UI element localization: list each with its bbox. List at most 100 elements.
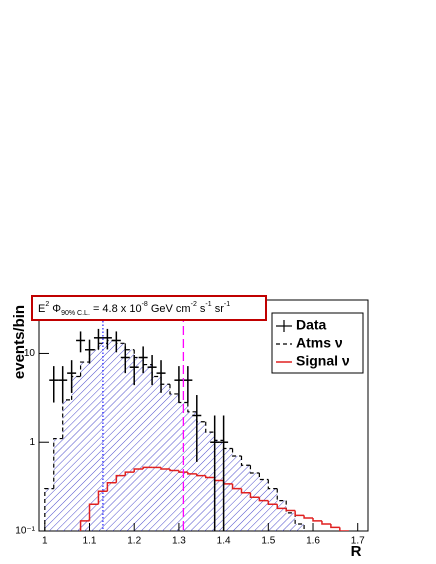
histogram-step bbox=[160, 467, 170, 470]
histogram-bin-fill bbox=[107, 340, 117, 531]
histogram-step bbox=[124, 343, 135, 351]
histogram-step bbox=[240, 488, 251, 494]
histogram-bin-fill bbox=[223, 448, 233, 531]
annotation-part: s bbox=[197, 303, 206, 315]
histogram-bin-fill bbox=[250, 473, 260, 531]
legend: Data Atms ν Signal ν bbox=[271, 312, 364, 374]
histogram-bin-fill bbox=[169, 393, 179, 531]
annotation-part: 2 bbox=[45, 301, 49, 308]
histogram-step bbox=[97, 490, 108, 505]
histogram-bin-fill bbox=[214, 440, 224, 531]
histogram-bin-fill bbox=[134, 357, 144, 531]
histogram-step bbox=[231, 448, 242, 457]
annotation-part: -2 bbox=[191, 301, 197, 308]
histogram-step bbox=[276, 504, 287, 510]
x-tick-label: 1.5 bbox=[261, 536, 275, 547]
histogram-step bbox=[160, 376, 170, 385]
histogram-step bbox=[276, 488, 287, 502]
plot-area bbox=[44, 300, 349, 531]
histogram-step bbox=[169, 468, 179, 472]
histogram-step bbox=[294, 510, 305, 517]
histogram-step bbox=[133, 468, 144, 473]
annotation-part: = 4.8 x 10 bbox=[90, 303, 142, 315]
y-axis-label: events/bin bbox=[11, 305, 28, 379]
annotation-part: E bbox=[38, 303, 45, 315]
histogram-bin-fill bbox=[161, 384, 170, 531]
histogram-step bbox=[214, 432, 224, 441]
histogram-step bbox=[142, 357, 153, 366]
histogram-bin-fill bbox=[295, 523, 305, 531]
histogram-step bbox=[249, 492, 260, 498]
histogram-step bbox=[79, 520, 90, 531]
histogram-step bbox=[115, 474, 126, 483]
legend-label: Signal ν bbox=[296, 353, 350, 369]
annotation: E2 Φ90% C.L. = 4.8 x 10-8 GeV cm-2 s-1 s… bbox=[38, 301, 230, 317]
histogram-bin-fill bbox=[71, 376, 81, 531]
legend-label: Atms ν bbox=[296, 335, 343, 351]
histogram-bin-fill bbox=[125, 349, 135, 531]
histogram-step bbox=[258, 497, 269, 502]
histogram-bin-fill bbox=[268, 488, 278, 531]
histogram-bin-fill bbox=[178, 402, 188, 531]
histogram-bin-fill bbox=[53, 438, 63, 531]
histogram-bin-fill bbox=[116, 343, 126, 531]
histogram-bin-fill bbox=[259, 479, 269, 531]
histogram-step bbox=[53, 437, 63, 489]
histogram-step bbox=[249, 465, 260, 474]
x-axis-label: R bbox=[351, 543, 362, 560]
histogram-step bbox=[339, 527, 349, 531]
histogram-step bbox=[258, 473, 269, 481]
histogram-step bbox=[321, 520, 331, 525]
histogram-step bbox=[124, 471, 135, 476]
histogram-step bbox=[142, 466, 153, 469]
histogram-step bbox=[151, 364, 162, 378]
histogram-step bbox=[285, 508, 296, 512]
histogram-step bbox=[88, 503, 99, 521]
histogram-bin-fill bbox=[205, 432, 215, 531]
histogram-bin-fill bbox=[241, 465, 251, 531]
histogram-step bbox=[79, 361, 90, 377]
annotation-box bbox=[31, 295, 267, 321]
annotation-part: -1 bbox=[224, 301, 230, 308]
histogram-bin-fill bbox=[89, 349, 99, 531]
histogram-step bbox=[133, 349, 144, 359]
legend-label: Data bbox=[296, 317, 327, 333]
histogram-step bbox=[330, 523, 340, 529]
histogram-step bbox=[196, 473, 206, 477]
histogram-step bbox=[231, 483, 242, 490]
x-tick-label: 1.1 bbox=[83, 536, 97, 547]
histogram-bin-fill bbox=[277, 500, 287, 531]
annotation-part: GeV cm bbox=[148, 303, 191, 315]
histogram-step bbox=[169, 384, 179, 395]
histogram-step bbox=[178, 470, 188, 473]
histogram-bin-fill bbox=[286, 512, 296, 531]
histogram-step bbox=[240, 455, 251, 466]
histogram-step bbox=[187, 472, 197, 475]
histogram-bin-fill bbox=[44, 488, 54, 531]
x-tick-label: 1.3 bbox=[172, 536, 186, 547]
histogram-step bbox=[44, 488, 54, 531]
histogram-step bbox=[205, 421, 215, 433]
x-tick-label: 1.6 bbox=[306, 536, 320, 547]
annotation-part: sr bbox=[212, 303, 225, 315]
y-tick-label: 1 bbox=[29, 437, 35, 448]
annotation-part: -8 bbox=[142, 301, 148, 308]
axes: 1 1.1 1.2 1.3 1.4 1.5 1.6 1.7 10⁻¹ 1 10 bbox=[15, 348, 365, 547]
x-tick-label: 1 bbox=[42, 536, 48, 547]
x-tick-label: 1.4 bbox=[217, 536, 231, 547]
histogram-step bbox=[312, 518, 322, 522]
histogram-bin-fill bbox=[152, 376, 162, 531]
histogram-step bbox=[106, 481, 117, 492]
legend-box bbox=[271, 312, 364, 374]
histogram-step bbox=[196, 411, 206, 423]
histogram-step bbox=[187, 402, 197, 413]
y-tick-label: 10⁻¹ bbox=[15, 526, 35, 537]
histogram-bin-fill bbox=[62, 399, 72, 531]
y-tick-label: 10 bbox=[24, 348, 36, 359]
annotation-part: -1 bbox=[205, 301, 211, 308]
histogram-bin-fill bbox=[143, 364, 153, 531]
annotation-part: 90% C.L. bbox=[61, 310, 90, 317]
x-tick-label: 1.2 bbox=[127, 536, 141, 547]
histogram-bin-fill bbox=[80, 362, 90, 531]
